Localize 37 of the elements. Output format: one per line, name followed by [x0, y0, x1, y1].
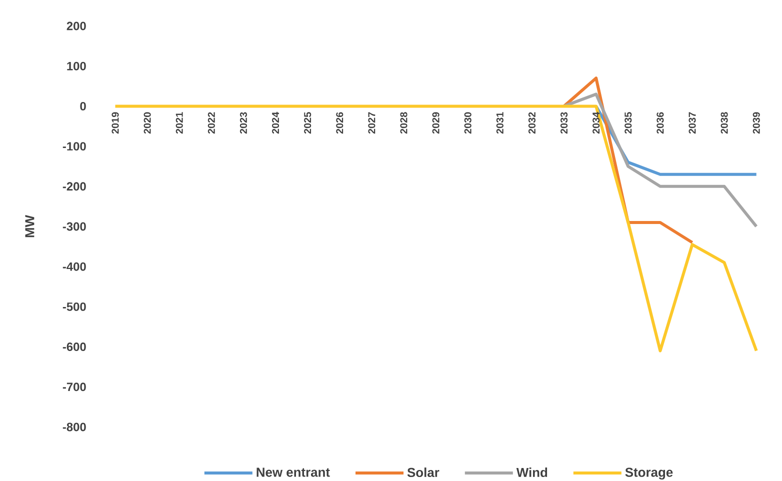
y-tick-label: -800: [62, 422, 86, 432]
legend-label: Wind: [516, 468, 548, 478]
x-tick-label: 2034: [592, 112, 600, 134]
x-tick-label: 2021: [176, 112, 183, 134]
x-tick-label: 2033: [560, 112, 568, 134]
x-tick-label: 2019: [112, 112, 119, 134]
x-tick-label: 2038: [720, 112, 728, 134]
x-tick-label: 2024: [272, 112, 280, 134]
x-tick-label: 2026: [336, 112, 344, 134]
y-tick-label: -700: [62, 382, 86, 392]
y-tick-label: -400: [62, 262, 86, 271]
y-tick-label: -600: [62, 342, 86, 352]
x-tick-label: 2029: [432, 112, 440, 134]
y-tick-label: -100: [62, 142, 86, 151]
legend-label: Storage: [625, 468, 673, 480]
legend-label: New entrant: [256, 468, 330, 477]
x-tick-label: 2023: [240, 112, 247, 134]
y-tick-label: 100: [67, 62, 86, 70]
x-tick-label: 2020: [144, 112, 151, 134]
legend-label: Solar: [407, 468, 440, 478]
y-tick-label: -300: [62, 222, 86, 231]
x-tick-label: 2031: [496, 112, 504, 134]
x-tick-label: 2022: [208, 112, 215, 134]
x-tick-label: 2039: [752, 112, 760, 134]
x-tick-label: 2036: [656, 112, 664, 134]
y-tick-label: -200: [62, 182, 86, 191]
y-tick-label: 200: [66, 22, 86, 30]
x-tick-label: 2035: [624, 112, 632, 134]
x-tick-label: 2030: [464, 112, 472, 134]
y-tick-label: -500: [62, 302, 86, 311]
x-tick-label: 2032: [528, 112, 536, 134]
x-tick-label: 2028: [400, 112, 408, 134]
x-tick-label: 2027: [368, 112, 376, 134]
x-tick-label: 2025: [304, 112, 312, 134]
x-tick-label: 2037: [688, 112, 696, 134]
y-tick-label: 0: [80, 102, 86, 110]
y-axis-title: MW: [25, 214, 34, 238]
